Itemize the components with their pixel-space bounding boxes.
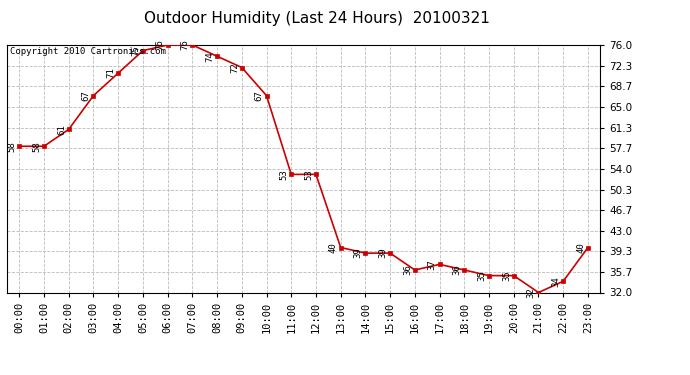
Text: 61: 61 <box>57 124 66 135</box>
Text: 58: 58 <box>8 141 17 152</box>
Text: 75: 75 <box>131 45 140 56</box>
Text: 76: 76 <box>156 40 165 50</box>
Text: 53: 53 <box>279 169 288 180</box>
Text: 39: 39 <box>378 248 387 258</box>
Text: 58: 58 <box>32 141 41 152</box>
Text: 71: 71 <box>106 68 115 78</box>
Text: 32: 32 <box>526 287 535 298</box>
Text: Copyright 2010 Cartronics.com: Copyright 2010 Cartronics.com <box>10 48 166 57</box>
Text: 67: 67 <box>255 90 264 101</box>
Text: 36: 36 <box>403 265 412 275</box>
Text: 40: 40 <box>329 242 338 253</box>
Text: 34: 34 <box>551 276 560 286</box>
Text: 35: 35 <box>477 270 486 281</box>
Text: 37: 37 <box>428 259 437 270</box>
Text: 40: 40 <box>576 242 585 253</box>
Text: 67: 67 <box>81 90 90 101</box>
Text: 72: 72 <box>230 62 239 73</box>
Text: 36: 36 <box>453 265 462 275</box>
Text: 74: 74 <box>206 51 215 62</box>
Text: 53: 53 <box>304 169 313 180</box>
Text: 39: 39 <box>354 248 363 258</box>
Text: 76: 76 <box>181 40 190 50</box>
Text: Outdoor Humidity (Last 24 Hours)  20100321: Outdoor Humidity (Last 24 Hours) 2010032… <box>144 11 491 26</box>
Text: 35: 35 <box>502 270 511 281</box>
